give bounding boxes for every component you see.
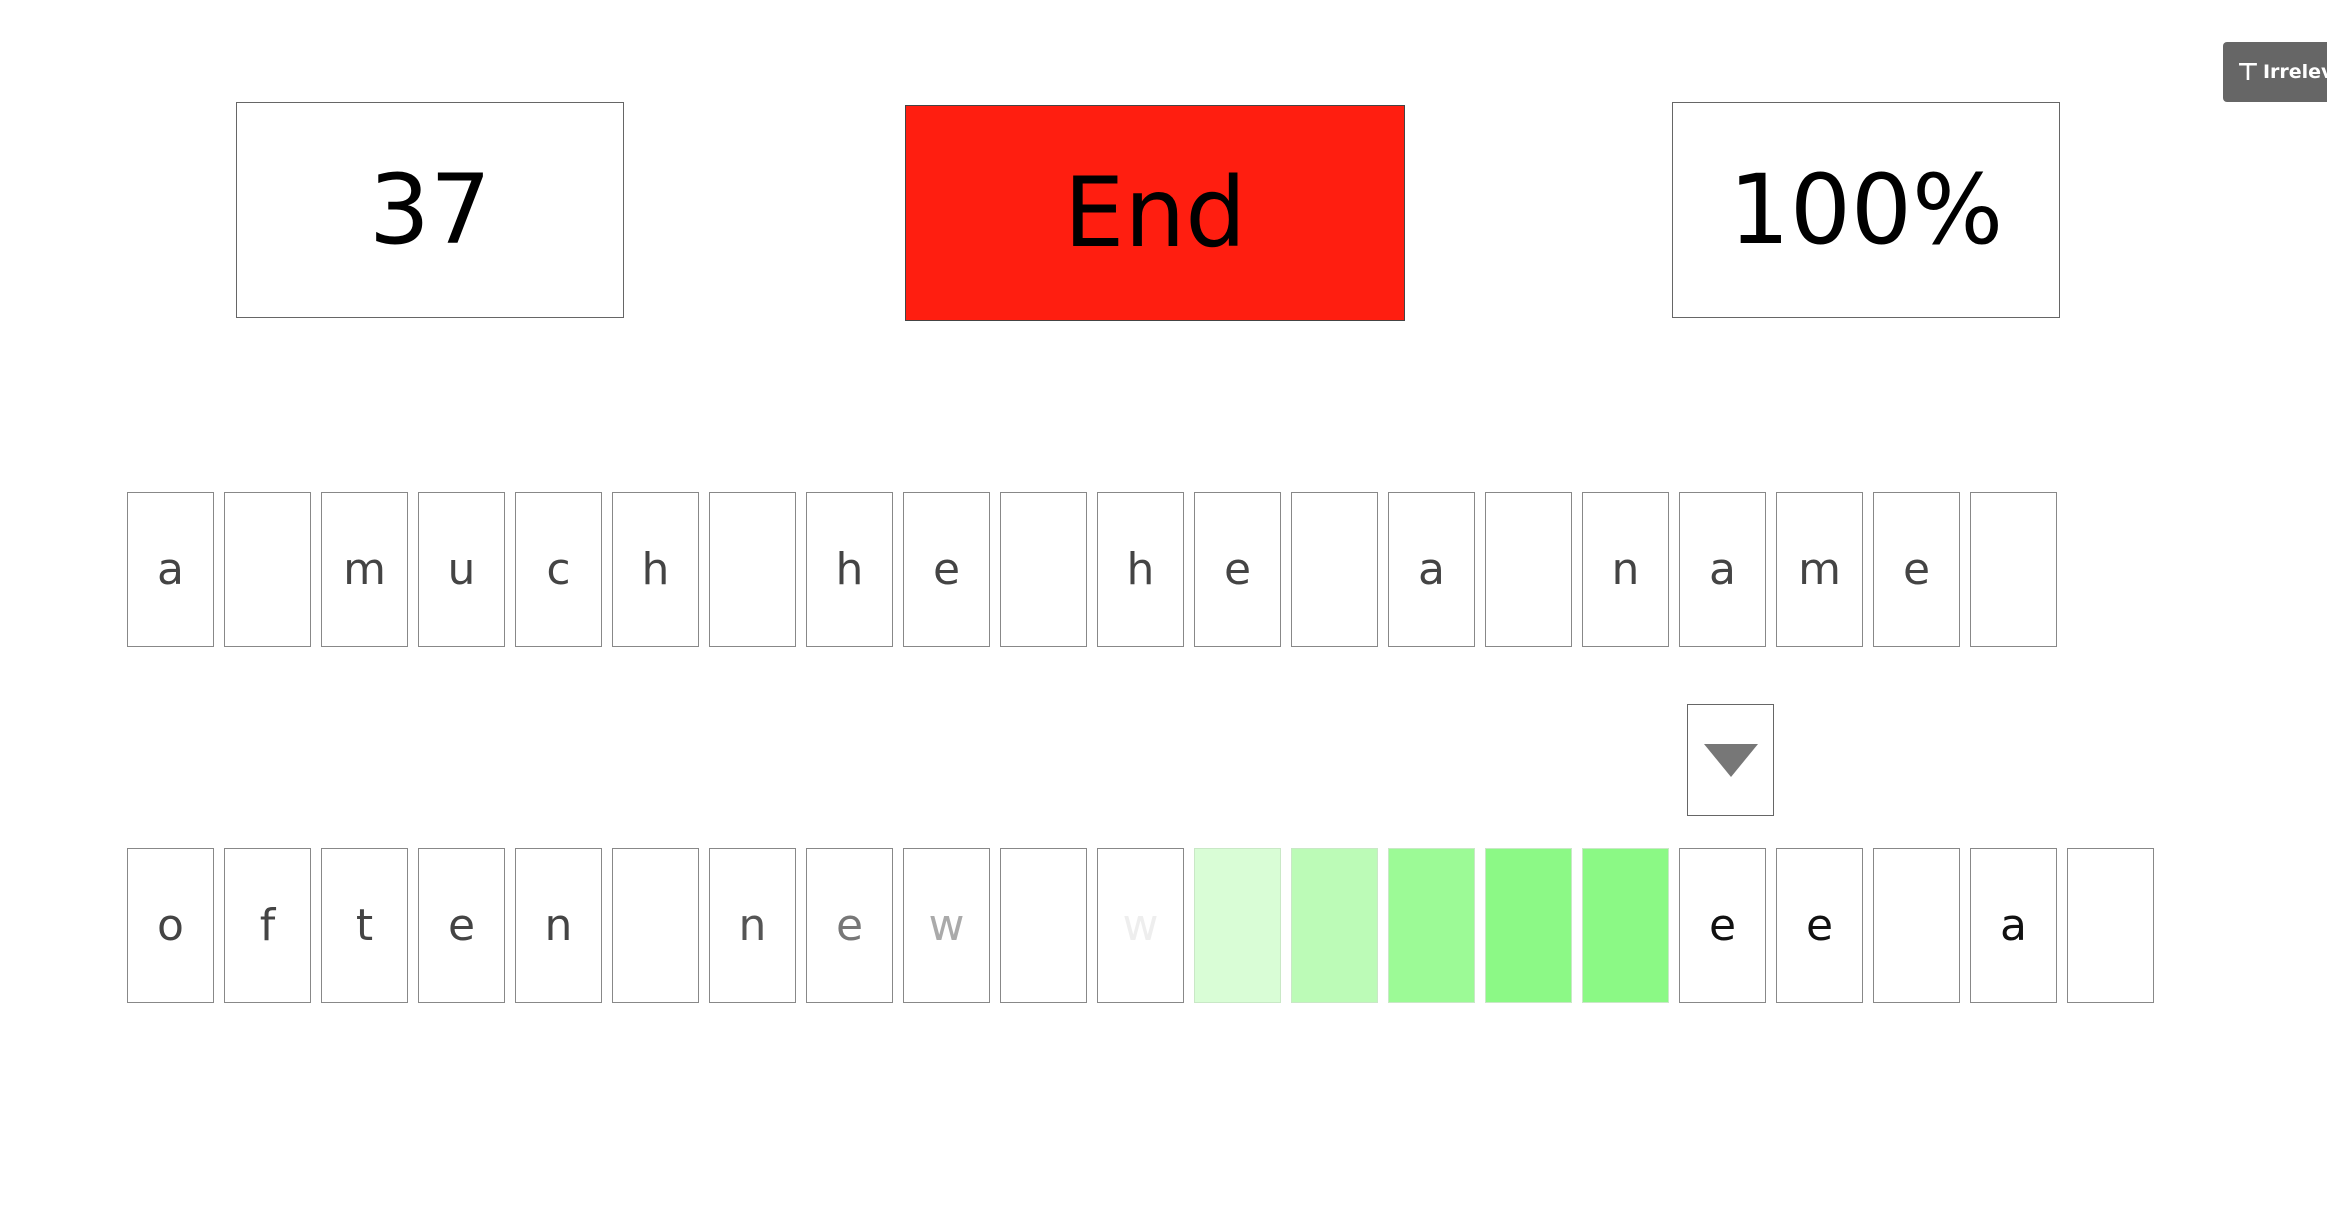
irrelevant-tag[interactable]: ⊤ Irrelevan: [2223, 42, 2327, 102]
target-letter-cell: a: [1388, 492, 1475, 647]
target-letter-cell: [1000, 492, 1087, 647]
cursor-marker: [1687, 704, 1774, 816]
target-letter-cell: e: [1194, 492, 1281, 647]
target-letter-cell: m: [321, 492, 408, 647]
typed-letter-cell: [1194, 848, 1281, 1003]
typed-letter-cell: [1388, 848, 1475, 1003]
typed-letter-cell: e: [418, 848, 505, 1003]
counter-display: 37: [236, 102, 624, 318]
target-letter-cell: [709, 492, 796, 647]
accuracy-display: 100%: [1672, 102, 2060, 318]
typed-letter-cell: a: [1970, 848, 2057, 1003]
irrelevant-tag-label: Irrelevan: [2262, 61, 2327, 83]
typed-letter-cell: [1582, 848, 1669, 1003]
target-letter-cell: h: [612, 492, 699, 647]
end-button[interactable]: End: [905, 105, 1405, 321]
t-icon: ⊤: [2237, 58, 2259, 86]
typed-letter-cell: e: [806, 848, 893, 1003]
typed-letter-cell: [1291, 848, 1378, 1003]
target-letter-cell: c: [515, 492, 602, 647]
typed-letter-cell: [1873, 848, 1960, 1003]
target-letter-cell: u: [418, 492, 505, 647]
typed-letter-cell: f: [224, 848, 311, 1003]
target-letter-cell: [1970, 492, 2057, 647]
typed-letter-cell: e: [1776, 848, 1863, 1003]
typed-letter-cell: [2067, 848, 2154, 1003]
down-arrow-icon: [1703, 743, 1758, 777]
typed-letter-cell: [612, 848, 699, 1003]
typed-letter-cell: t: [321, 848, 408, 1003]
target-letter-cell: e: [1873, 492, 1960, 647]
target-letter-cell: e: [903, 492, 990, 647]
typed-letter-cell: e: [1679, 848, 1766, 1003]
target-letter-cell: m: [1776, 492, 1863, 647]
typed-letter-cell: w: [1097, 848, 1184, 1003]
target-letter-cell: h: [806, 492, 893, 647]
target-letter-cell: [1291, 492, 1378, 647]
typed-letter-cell: [1485, 848, 1572, 1003]
typed-letter-cell: n: [709, 848, 796, 1003]
target-letter-cell: a: [127, 492, 214, 647]
typed-letter-cell: o: [127, 848, 214, 1003]
target-letter-cell: [1485, 492, 1572, 647]
typed-letter-cell: [1000, 848, 1087, 1003]
typed-letter-cell: w: [903, 848, 990, 1003]
target-letter-cell: n: [1582, 492, 1669, 647]
target-letter-cell: h: [1097, 492, 1184, 647]
target-letter-cell: a: [1679, 492, 1766, 647]
target-letter-cell: [224, 492, 311, 647]
typed-letter-cell: n: [515, 848, 602, 1003]
